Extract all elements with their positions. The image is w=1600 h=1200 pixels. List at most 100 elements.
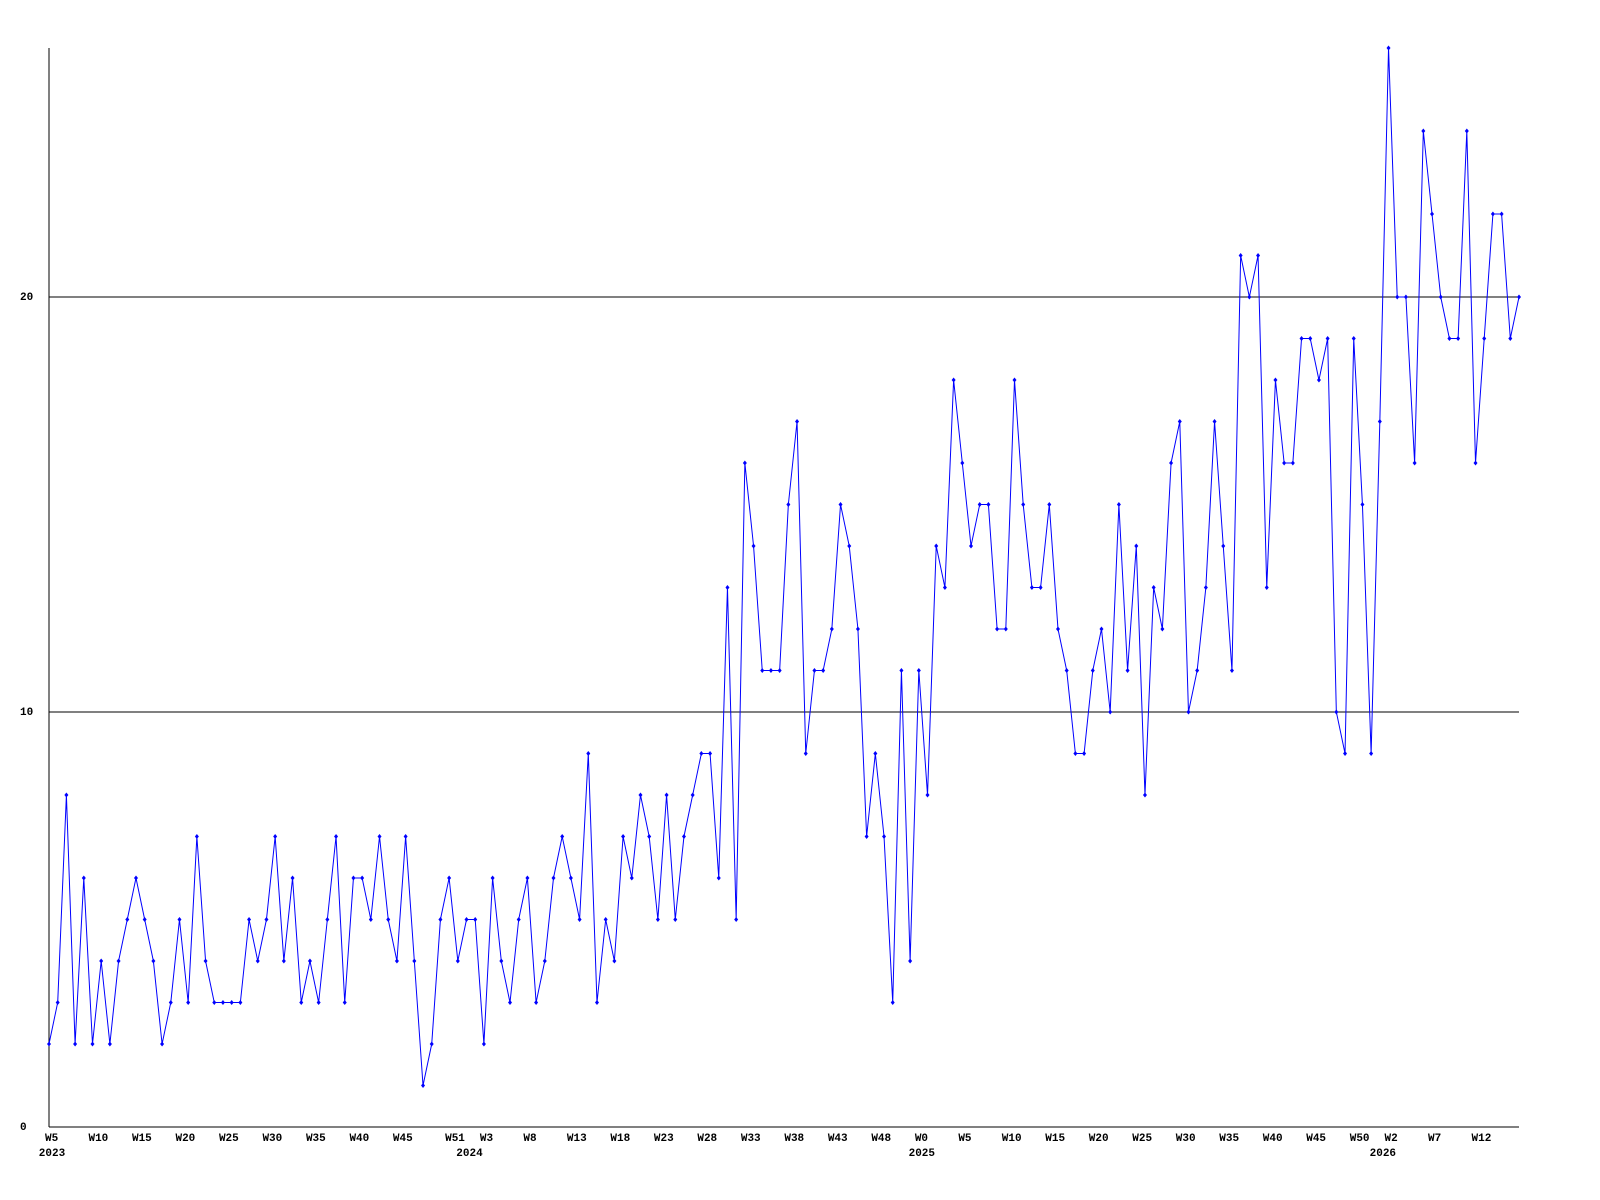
x-tick-label: W12 <box>1472 1133 1492 1145</box>
data-point <box>568 875 573 881</box>
x-tick-label: W38 <box>784 1133 804 1145</box>
data-point <box>795 419 800 424</box>
data-point <box>1169 460 1174 466</box>
x-tick-label: W30 <box>262 1133 282 1145</box>
data-point <box>1099 626 1104 632</box>
x-tick-label: W10 <box>1002 1133 1022 1145</box>
data-point <box>1351 336 1356 341</box>
data-point <box>1273 377 1278 383</box>
data-point <box>1090 668 1095 673</box>
data-point <box>229 1000 234 1005</box>
data-point <box>594 1000 599 1005</box>
x-tick-label: W25 <box>219 1133 239 1145</box>
data-point <box>212 1000 217 1005</box>
data-point <box>464 917 469 922</box>
x-tick-label: W43 <box>828 1133 848 1145</box>
data-point <box>1108 709 1113 715</box>
data-point <box>1038 585 1043 590</box>
data-point <box>1464 128 1469 134</box>
data-point <box>264 917 269 922</box>
x-tick-label: W51 <box>445 1133 465 1145</box>
data-point <box>403 834 408 839</box>
data-point <box>1386 45 1391 51</box>
data-point <box>777 668 782 673</box>
x-tick-label: W45 <box>393 1133 413 1145</box>
data-point <box>386 917 391 922</box>
data-point <box>1282 460 1287 466</box>
data-point <box>1142 792 1147 798</box>
data-point <box>1073 751 1078 756</box>
data-point <box>1151 585 1156 590</box>
data-point <box>1377 419 1382 424</box>
data-point <box>133 875 138 881</box>
data-point <box>447 875 452 881</box>
data-point <box>742 460 747 466</box>
x-tick-label: W5 <box>45 1133 59 1145</box>
data-point <box>934 543 939 549</box>
data-point <box>882 834 887 839</box>
data-point <box>429 1041 434 1047</box>
data-point <box>1195 668 1200 673</box>
data-point <box>664 792 669 798</box>
x-tick-label: W35 <box>1219 1133 1239 1145</box>
data-point <box>142 917 147 922</box>
data-point <box>342 1000 347 1005</box>
data-point <box>603 917 608 922</box>
data-point <box>1264 585 1269 590</box>
data-point <box>768 668 773 673</box>
data-point <box>1003 626 1008 632</box>
x-tick-label: W23 <box>654 1133 674 1145</box>
data-point <box>986 502 991 507</box>
x-tick-label: W2 <box>1385 1133 1398 1145</box>
data-point <box>203 958 208 964</box>
data-point <box>1334 709 1339 715</box>
x-tick-label: W25 <box>1132 1133 1152 1145</box>
x-tick-label: W5 <box>958 1133 972 1145</box>
data-point <box>499 958 504 964</box>
data-point <box>864 834 869 839</box>
data-point <box>1256 253 1261 258</box>
data-point <box>1395 294 1400 300</box>
data-point <box>1221 543 1226 549</box>
data-point <box>177 917 182 922</box>
data-point <box>238 1000 243 1005</box>
data-point <box>360 875 365 881</box>
data-point <box>220 1000 225 1005</box>
data-point <box>551 875 556 881</box>
data-point <box>1438 294 1443 300</box>
data-point <box>1247 294 1252 300</box>
data-point <box>734 917 739 922</box>
data-point <box>847 543 852 549</box>
data-point <box>1229 668 1234 673</box>
y-tick-label: 0 <box>20 1122 27 1134</box>
data-point <box>1125 668 1130 673</box>
data-point <box>1116 502 1121 507</box>
x-tick-label: W0 <box>915 1133 928 1145</box>
data-point <box>647 834 652 839</box>
data-point <box>1212 419 1217 424</box>
data-point <box>516 917 521 922</box>
data-point <box>969 543 974 549</box>
data-point <box>803 751 808 756</box>
data-point <box>1203 585 1208 590</box>
data-point <box>377 834 382 839</box>
data-point <box>1412 460 1417 466</box>
data-point <box>1021 502 1026 507</box>
data-point <box>525 875 530 881</box>
data-line <box>48 47 1520 1086</box>
data-point <box>621 834 626 839</box>
y-tick-label: 20 <box>20 292 33 304</box>
data-point <box>1047 502 1052 507</box>
data-point <box>273 834 278 839</box>
data-point <box>821 668 826 673</box>
x-tick-label: W35 <box>306 1133 326 1145</box>
year-label: 2023 <box>39 1148 66 1160</box>
data-point <box>316 1000 321 1005</box>
data-point <box>1473 460 1478 466</box>
data-point <box>586 751 591 756</box>
data-point <box>829 626 834 632</box>
x-tick-label: W20 <box>1089 1133 1109 1145</box>
data-point <box>81 875 86 881</box>
x-tick-label: W3 <box>480 1133 494 1145</box>
